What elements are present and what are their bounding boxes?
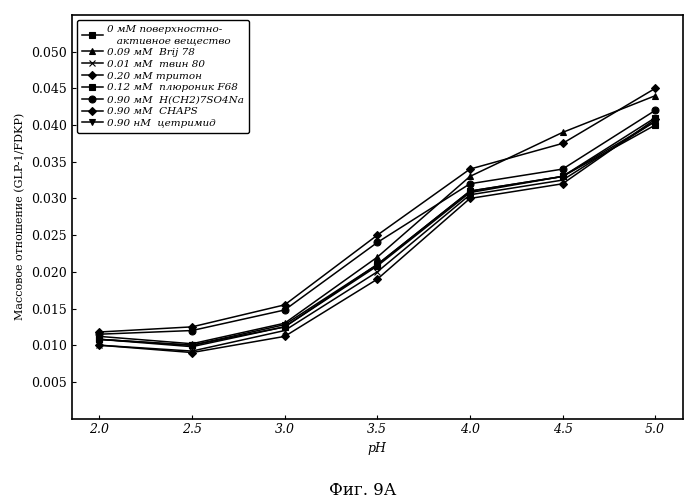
0.20 мМ тритон (188, 324, 196, 330)
0 мМ поверхностно-
   активное вещество (188, 342, 196, 348)
0.01 мМ  твин 80 (373, 269, 382, 275)
0.90 мМ  CHAPS (466, 196, 474, 202)
0 мМ поверхностно-
   активное вещество (95, 336, 103, 342)
0.12 мМ  плюроник F68 (466, 190, 474, 196)
0 мМ поверхностно-
   активное вещество (558, 174, 567, 180)
0.01 мМ  твин 80 (466, 192, 474, 198)
0.90 нМ  цетримид (466, 188, 474, 194)
0.20 мМ тритон (466, 166, 474, 172)
0.12 мМ  плюроник F68 (95, 336, 103, 342)
Line: 0.09 мМ  Brij 78: 0.09 мМ Brij 78 (96, 92, 659, 347)
0.09 мМ  Brij 78 (466, 174, 474, 180)
0.20 мМ тритон (281, 302, 289, 308)
0.01 мМ  твин 80 (651, 118, 660, 124)
0.09 мМ  Brij 78 (281, 320, 289, 326)
Line: 0.90 нМ  цетримид: 0.90 нМ цетримид (96, 118, 658, 350)
0.09 мМ  Brij 78 (558, 130, 567, 136)
0 мМ поверхностно-
   активное вещество (373, 262, 382, 268)
0.90 мМ  H(CH2)7SO4Na (373, 240, 382, 246)
0.20 мМ тритон (95, 329, 103, 335)
0 мМ поверхностно-
   активное вещество (281, 322, 289, 328)
0.90 нМ  цетримид (188, 344, 196, 349)
0.90 нМ  цетримид (558, 174, 567, 180)
0.90 нМ  цетримид (651, 118, 660, 124)
0.90 мМ  H(CH2)7SO4Na (558, 166, 567, 172)
0.20 мМ тритон (558, 140, 567, 146)
0.09 мМ  Brij 78 (95, 334, 103, 340)
Text: Фиг. 9А: Фиг. 9А (329, 482, 396, 499)
0.09 мМ  Brij 78 (651, 92, 660, 98)
0.20 мМ тритон (373, 232, 382, 238)
0.90 мМ  CHAPS (373, 276, 382, 282)
Line: 0.90 мМ  H(CH2)7SO4Na: 0.90 мМ H(CH2)7SO4Na (96, 107, 659, 338)
Line: 0 мМ поверхностно-
   активное вещество: 0 мМ поверхностно- активное вещество (96, 115, 658, 348)
X-axis label: pH: pH (368, 442, 387, 455)
0.01 мМ  твин 80 (95, 342, 103, 348)
0.90 мМ  H(CH2)7SO4Na (95, 331, 103, 337)
0.90 мМ  CHAPS (558, 181, 567, 187)
0.12 мМ  плюроник F68 (558, 174, 567, 180)
0.90 мМ  CHAPS (188, 350, 196, 356)
0.20 мМ тритон (651, 86, 660, 91)
0.90 мМ  H(CH2)7SO4Na (466, 181, 474, 187)
0.01 мМ  твин 80 (281, 328, 289, 334)
0.90 мМ  CHAPS (95, 342, 103, 348)
0.12 мМ  плюроник F68 (373, 263, 382, 269)
0.90 мМ  H(CH2)7SO4Na (281, 307, 289, 313)
0.12 мМ  плюроник F68 (651, 122, 660, 128)
0.90 мМ  CHAPS (651, 116, 660, 122)
Line: 0.01 мМ  твин 80: 0.01 мМ твин 80 (96, 118, 659, 354)
Line: 0.12 мМ  плюроник F68: 0.12 мМ плюроник F68 (96, 122, 658, 348)
Line: 0.90 мМ  CHAPS: 0.90 мМ CHAPS (96, 116, 658, 356)
Y-axis label: Массовое отношение (GLP-1/FDKP): Массовое отношение (GLP-1/FDKP) (15, 113, 25, 320)
0.12 мМ  плюроник F68 (281, 324, 289, 330)
0 мМ поверхностно-
   активное вещество (651, 114, 660, 120)
Line: 0.20 мМ тритон: 0.20 мМ тритон (96, 86, 658, 335)
0.90 нМ  цетримид (281, 324, 289, 330)
0.09 мМ  Brij 78 (373, 254, 382, 260)
0.90 мМ  H(CH2)7SO4Na (188, 328, 196, 334)
0.90 нМ  цетримид (373, 262, 382, 268)
0.90 мМ  H(CH2)7SO4Na (651, 108, 660, 114)
0.01 мМ  твин 80 (188, 348, 196, 354)
0.01 мМ  твин 80 (558, 177, 567, 183)
0 мМ поверхностно-
   активное вещество (466, 188, 474, 194)
0.90 нМ  цетримид (95, 336, 103, 342)
0.09 мМ  Brij 78 (188, 340, 196, 346)
0.90 мМ  CHAPS (281, 334, 289, 340)
Legend: 0 мМ поверхностно-
   активное вещество, 0.09 мМ  Brij 78, 0.01 мМ  твин 80, 0.2: 0 мМ поверхностно- активное вещество, 0.… (77, 20, 249, 134)
0.12 мМ  плюроник F68 (188, 342, 196, 348)
